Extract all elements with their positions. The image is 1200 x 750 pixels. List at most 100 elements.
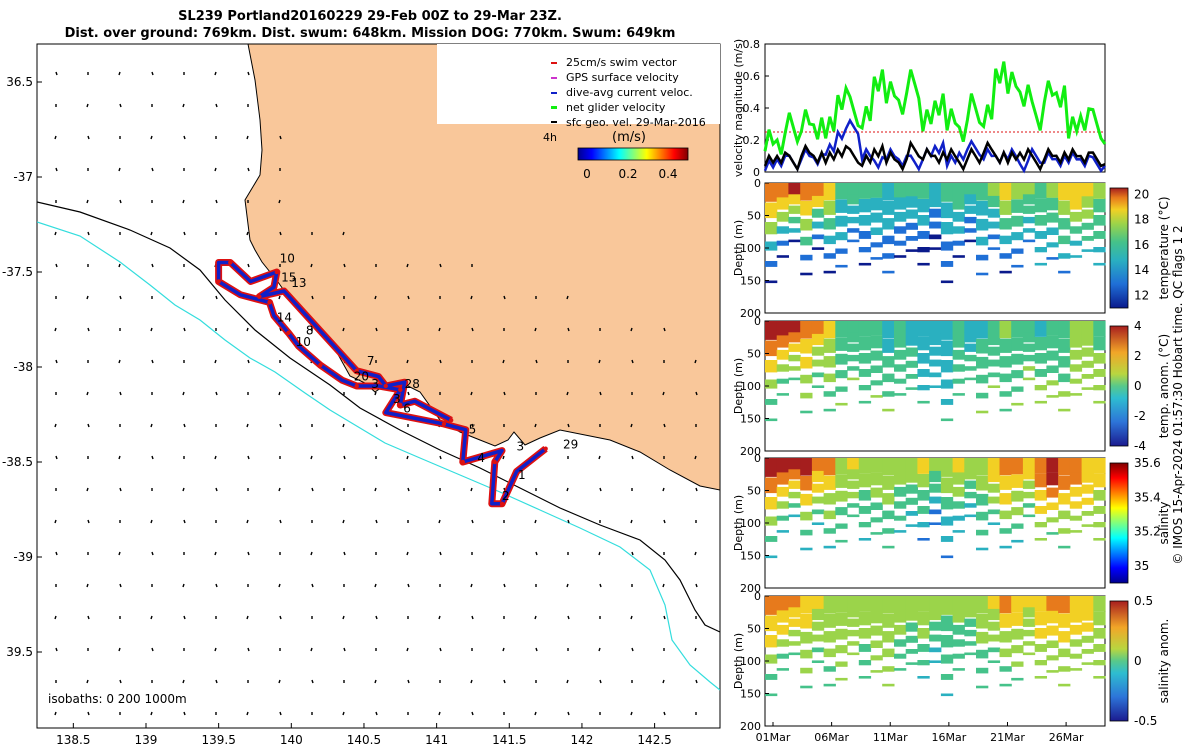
profile-cell — [765, 635, 778, 648]
profile-cell — [776, 335, 789, 348]
velocity-arrow — [535, 359, 538, 364]
profile-cell — [1011, 612, 1024, 626]
profile-cell — [894, 393, 907, 396]
profile-cell — [823, 373, 836, 383]
velocity-arrow — [439, 455, 442, 460]
velocity-arrow — [663, 711, 666, 716]
day-label: 20 — [354, 369, 369, 383]
profile-cell — [1046, 670, 1059, 673]
profile-cell — [987, 596, 1001, 610]
day-label: 2 — [502, 489, 510, 503]
velocity-arrow — [279, 711, 282, 716]
profile-cell — [823, 493, 836, 505]
profile-cell — [1069, 472, 1083, 485]
legend-gps-velocity: GPS surface velocity — [566, 71, 679, 84]
profile-cell — [999, 183, 1012, 201]
velocity-arrow — [502, 455, 505, 460]
profile-cell — [776, 255, 789, 258]
colorbar-label: salinity anom. — [1157, 619, 1171, 704]
profile-cell — [882, 338, 895, 353]
profile-cell — [1093, 321, 1106, 337]
colorbar-tick-2: 0.4 — [658, 167, 677, 181]
depth-tick-label: 150 — [740, 275, 761, 288]
profile-cell — [987, 496, 1001, 504]
profile-cell — [999, 458, 1012, 476]
profile-cell — [788, 491, 801, 499]
profile-cell — [917, 262, 930, 266]
profile-cell — [800, 667, 813, 674]
profile-cell — [1058, 528, 1071, 534]
velocity-arrow — [375, 519, 378, 524]
velocity-arrow — [279, 615, 282, 620]
profile-cell — [847, 480, 860, 489]
profile-cell — [835, 264, 848, 268]
track-point — [460, 459, 465, 465]
profile-cell — [776, 596, 789, 611]
profile-cell — [964, 618, 977, 627]
profile-cell — [1011, 539, 1024, 543]
profile-cell — [847, 228, 860, 233]
profile-cell — [976, 410, 989, 414]
profile-cell — [1093, 262, 1106, 266]
chart-title: SL239 Portland20160229 29-Feb 00Z to 29-… — [178, 9, 562, 24]
profile-cell — [1034, 676, 1047, 679]
depth-ylabel: Depth (m) — [732, 220, 745, 276]
profile-cell — [1022, 458, 1036, 470]
profile-cell — [1069, 596, 1083, 611]
profile-cell — [917, 538, 930, 541]
velocity-arrow — [342, 615, 345, 620]
profile-cell — [952, 596, 965, 611]
profile-cell — [776, 472, 789, 485]
profile-cell — [823, 356, 836, 368]
profile-cell — [999, 648, 1012, 658]
profile-cell — [811, 634, 825, 642]
profile-cell — [811, 333, 825, 346]
time-tick-label: 11Mar — [873, 731, 908, 744]
velocity-arrow — [439, 647, 442, 652]
profile-cell — [811, 346, 825, 356]
velocity-arrow — [406, 551, 409, 556]
profile-cell — [870, 183, 883, 198]
depth-colorbar — [1109, 325, 1129, 447]
profile-cell — [1058, 545, 1071, 549]
profile-cell — [964, 332, 977, 343]
profile-cell — [835, 490, 848, 502]
profile-cell — [788, 607, 801, 618]
depth-tick-label: 200 — [740, 445, 761, 458]
velocity-arrow — [374, 583, 377, 588]
profile-cell — [929, 522, 942, 525]
profile-cell — [835, 353, 848, 365]
profile-cell — [823, 408, 836, 412]
profile-cell — [1022, 343, 1036, 352]
profile-cell — [917, 676, 930, 679]
profile-cell — [788, 228, 801, 233]
velocity-arrow — [407, 391, 410, 396]
profile-cell — [1011, 199, 1024, 213]
profile-cell — [905, 374, 918, 379]
velocity-arrow — [567, 327, 570, 332]
profile-cell — [976, 649, 989, 659]
velocity-arrow — [86, 391, 89, 396]
colorbar-tick-0: 0 — [583, 167, 591, 181]
velocity-arrow — [663, 519, 666, 524]
profile-cell — [929, 234, 942, 240]
profile-cell — [765, 555, 778, 559]
profile-cell — [1022, 503, 1036, 508]
profile-cell — [976, 493, 989, 506]
profile-cell — [1046, 257, 1059, 260]
profile-cell — [823, 545, 836, 549]
profile-cell — [835, 337, 848, 351]
velocity-arrow — [183, 519, 186, 524]
velocity-arrow — [439, 551, 442, 556]
profile-cell — [894, 639, 907, 647]
profile-cell — [835, 386, 848, 392]
profile-cell — [1058, 373, 1071, 383]
profile-cell — [788, 469, 801, 480]
profile-cell — [882, 666, 895, 672]
profile-cell — [765, 241, 778, 251]
profile-cell — [1081, 374, 1094, 379]
profile-cell — [1093, 353, 1106, 364]
velocity-arrow — [534, 327, 537, 332]
velocity-arrow — [310, 647, 313, 652]
profile-cell — [765, 497, 778, 510]
